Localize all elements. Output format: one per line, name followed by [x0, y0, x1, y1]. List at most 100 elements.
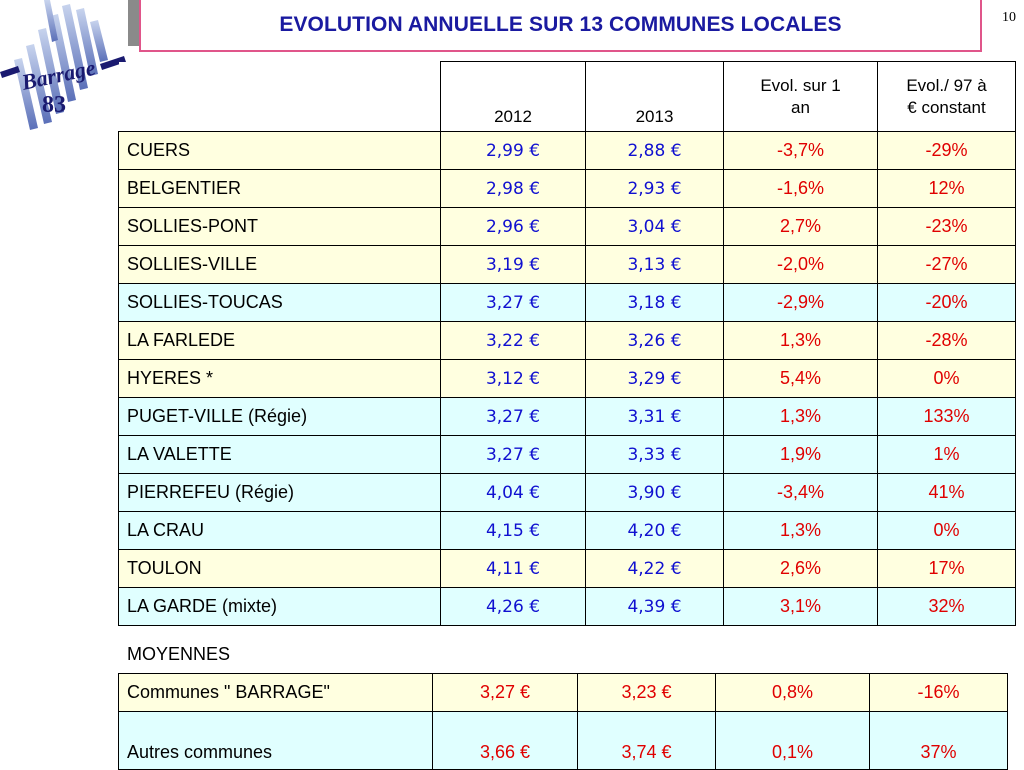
price-2013-cell: 3,74 €: [577, 711, 716, 770]
commune-name-cell: PUGET-VILLE (Régie): [118, 397, 441, 436]
commune-name-cell: SOLLIES-TOUCAS: [118, 283, 441, 322]
evol-97-cell: -28%: [877, 321, 1016, 360]
header-evol-97: Evol./ 97 à € constant: [877, 61, 1016, 132]
price-2012-cell: 4,04 €: [440, 473, 586, 512]
evol-1-year-cell: -3,4%: [723, 473, 878, 512]
table-row: SOLLIES-VILLE 3,19 €3,13 € -2,0% -27%: [118, 245, 1016, 284]
evol-1-year-cell: 2,6%: [723, 549, 878, 588]
price-2013-cell: 4,20 €: [585, 511, 724, 550]
evol-1-year-cell: 3,1%: [723, 587, 878, 626]
evol-97-cell: 41%: [877, 473, 1016, 512]
table-row: PIERREFEU (Régie) 4,04 €3,90 € -3,4% 41%: [118, 473, 1016, 512]
price-2013-cell: 3,23 €: [577, 673, 716, 712]
barrage-logo-graphic: Barrage 83: [0, 0, 126, 130]
price-2012-cell: 2,99 €: [440, 131, 586, 170]
commune-name-cell: SOLLIES-VILLE: [118, 245, 441, 284]
evol-97-cell: -23%: [877, 207, 1016, 246]
commune-name-cell: SOLLIES-PONT: [118, 207, 441, 246]
evol-1-year-cell: 1,3%: [723, 321, 878, 360]
evol-97-cell: -16%: [869, 673, 1008, 712]
price-2012-cell: 2,96 €: [440, 207, 586, 246]
table-row: LA VALETTE 3,27 €3,33 €1,9% 1%: [118, 435, 1016, 474]
price-2012-cell: 3,66 €: [432, 711, 578, 770]
evol-1-year-cell: 5,4%: [723, 359, 878, 398]
evol-1-year-cell: 1,3%: [723, 511, 878, 550]
evol-97-cell: 133%: [877, 397, 1016, 436]
table-row: PUGET-VILLE (Régie) 3,27 €3,31 €1,3% 133%: [118, 397, 1016, 436]
header-2012: 2012: [440, 61, 586, 132]
commune-name-cell: LA GARDE (mixte): [118, 587, 441, 626]
commune-name-cell: PIERREFEU (Régie): [118, 473, 441, 512]
header-row: 2012 2013 Evol. sur 1 an Evol./ 97 à € c…: [118, 61, 1016, 132]
price-2012-cell: 3,19 €: [440, 245, 586, 284]
commune-name-cell: LA FARLEDE: [118, 321, 441, 360]
evol-1-year-cell: 2,7%: [723, 207, 878, 246]
price-2013-cell: 3,90 €: [585, 473, 724, 512]
price-2013-cell: 3,04 €: [585, 207, 724, 246]
slide-title: EVOLUTION ANNUELLE SUR 13 COMMUNES LOCAL…: [279, 13, 842, 36]
commune-name-cell: HYERES *: [118, 359, 441, 398]
table-row: LA FARLEDE 3,22 €3,26 €1,3% -28%: [118, 321, 1016, 360]
commune-name-cell: LA CRAU: [118, 511, 441, 550]
price-2012-cell: 4,26 €: [440, 587, 586, 626]
evol-97-cell: 32%: [877, 587, 1016, 626]
table-row: SOLLIES-TOUCAS 3,27 €3,18 € -2,9% -20%: [118, 283, 1016, 322]
evol-97-cell: 12%: [877, 169, 1016, 208]
commune-name-cell: CUERS: [118, 131, 441, 170]
commune-name-cell: BELGENTIER: [118, 169, 441, 208]
averages-table: Communes " BARRAGE" 3,27 €3,23 €0,8% -16% A…: [118, 673, 1008, 770]
price-2013-cell: 2,88 €: [585, 131, 724, 170]
table-row: TOULON 4,11 €4,22 €2,6% 17%: [118, 549, 1016, 588]
price-2012-cell: 4,11 €: [440, 549, 586, 588]
table-row: LA GARDE (mixte) 4,26 €4,39 €3,1% 32%: [118, 587, 1016, 626]
header-2013: 2013: [585, 61, 724, 132]
price-2013-cell: 4,22 €: [585, 549, 724, 588]
price-2012-cell: 3,27 €: [440, 283, 586, 322]
price-2012-cell: 3,22 €: [440, 321, 586, 360]
table-row: BELGENTIER 2,98 €2,93 € -1,6% 12%: [118, 169, 1016, 208]
table-row: Communes " BARRAGE" 3,27 €3,23 €0,8% -16%: [118, 673, 1008, 712]
table-row: LA CRAU 4,15 €4,20 €1,3% 0%: [118, 511, 1016, 550]
price-2012-cell: 3,27 €: [432, 673, 578, 712]
evol-97-cell: 0%: [877, 511, 1016, 550]
evol-1-year-cell: -3,7%: [723, 131, 878, 170]
evol-97-cell: 0%: [877, 359, 1016, 398]
header-evol-1-line2: an: [791, 97, 810, 117]
table-row: Autres communes 3,66 €3,74 €0,1% 37%: [118, 711, 1008, 770]
page-number: 10: [1002, 10, 1016, 25]
evol-97-cell: -20%: [877, 283, 1016, 322]
evol-1-year-cell: 1,9%: [723, 435, 878, 474]
title-box: EVOLUTION ANNUELLE SUR 13 COMMUNES LOCAL…: [139, 0, 982, 52]
commune-name-cell: LA VALETTE: [118, 435, 441, 474]
evol-1-year-cell: 0,8%: [715, 673, 870, 712]
price-2012-cell: 3,27 €: [440, 435, 586, 474]
price-2013-cell: 2,93 €: [585, 169, 724, 208]
averages-label: MOYENNES: [127, 644, 231, 664]
evol-1-year-cell: -1,6%: [723, 169, 878, 208]
commune-name-cell: Autres communes: [118, 711, 433, 770]
price-2012-cell: 3,12 €: [440, 359, 586, 398]
title-shadow: [128, 0, 140, 46]
evol-97-cell: 37%: [869, 711, 1008, 770]
header-evol-1-line1: Evol. sur 1: [760, 75, 841, 95]
header-name: [118, 61, 441, 132]
evol-97-cell: -29%: [877, 131, 1016, 170]
price-2013-cell: 3,18 €: [585, 283, 724, 322]
evol-97-cell: 17%: [877, 549, 1016, 588]
header-evol-1-year: Evol. sur 1 an: [723, 61, 878, 132]
commune-name-cell: Communes " BARRAGE": [118, 673, 433, 712]
price-table: 2012 2013 Evol. sur 1 an Evol./ 97 à € c…: [118, 61, 1016, 626]
header-evol-97-line1: Evol./ 97 à: [906, 75, 987, 95]
commune-name-cell: TOULON: [118, 549, 441, 588]
table-row: SOLLIES-PONT 2,96 €3,04 €2,7% -23%: [118, 207, 1016, 246]
price-2013-cell: 3,29 €: [585, 359, 724, 398]
evol-1-year-cell: -2,9%: [723, 283, 878, 322]
evol-1-year-cell: 0,1%: [715, 711, 870, 770]
price-2013-cell: 3,13 €: [585, 245, 724, 284]
price-2013-cell: 3,26 €: [585, 321, 724, 360]
price-2013-cell: 4,39 €: [585, 587, 724, 626]
evol-1-year-cell: 1,3%: [723, 397, 878, 436]
evol-97-cell: -27%: [877, 245, 1016, 284]
evol-1-year-cell: -2,0%: [723, 245, 878, 284]
price-2012-cell: 3,27 €: [440, 397, 586, 436]
